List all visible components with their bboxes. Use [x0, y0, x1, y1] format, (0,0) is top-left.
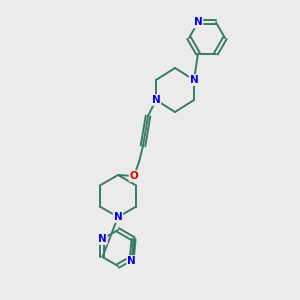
- Text: N: N: [114, 212, 122, 222]
- Text: N: N: [127, 256, 136, 266]
- Text: N: N: [190, 75, 198, 85]
- Text: N: N: [194, 17, 202, 27]
- Text: O: O: [130, 171, 138, 181]
- Text: N: N: [152, 95, 160, 105]
- Text: N: N: [98, 234, 107, 244]
